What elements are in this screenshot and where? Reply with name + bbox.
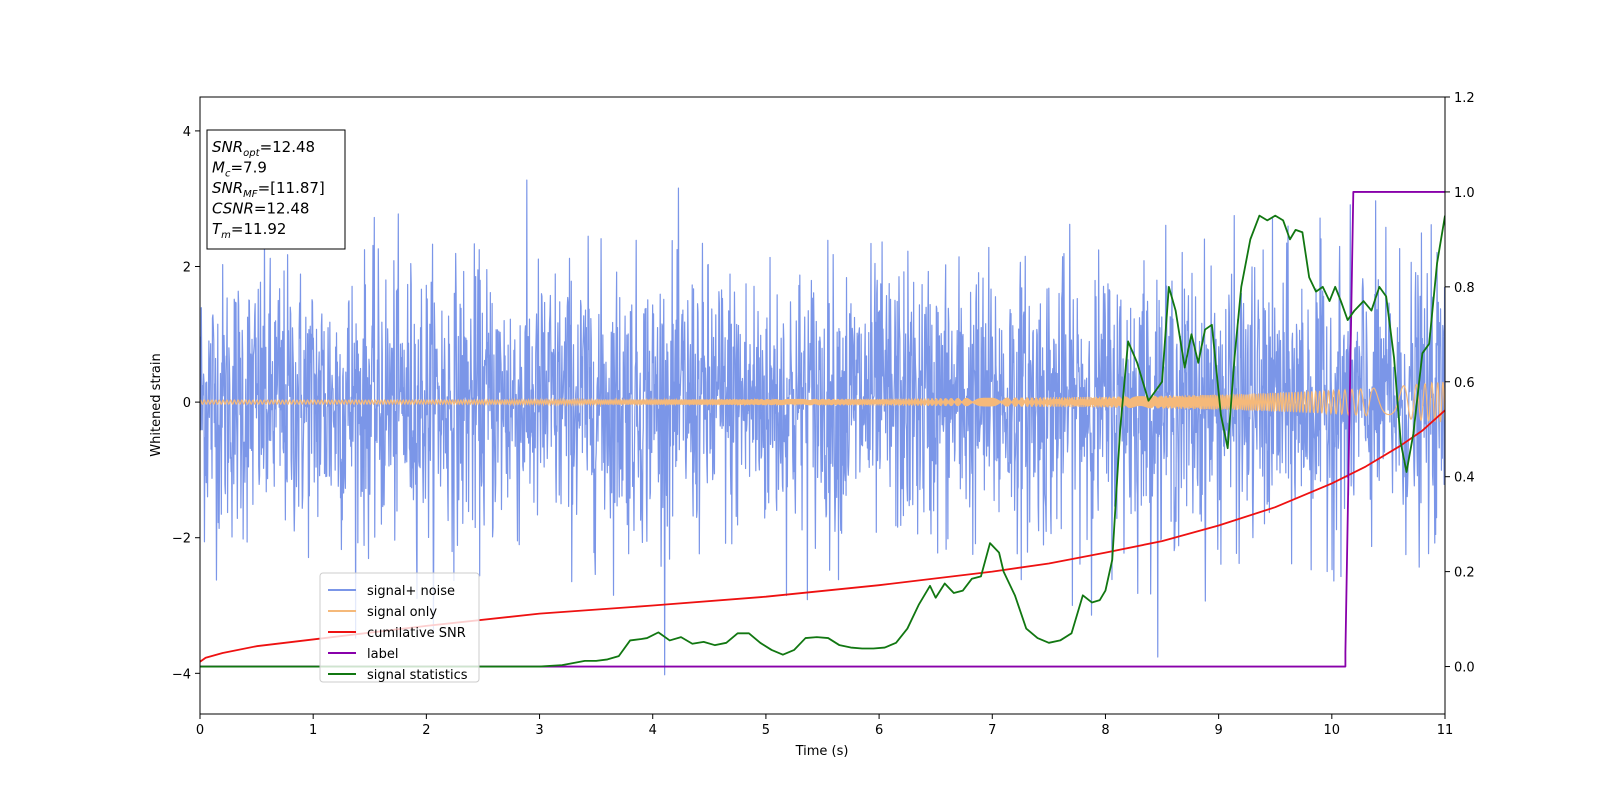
info-line: Tm=11.92 — [212, 220, 286, 241]
x-tick-label: 3 — [535, 723, 543, 738]
info-box: SNRopt=12.48Mc=7.9SNRMF=[11.87]CSNR=12.4… — [206, 129, 346, 250]
x-axis-label: Time (s) — [795, 744, 849, 759]
info-line-value: =7.9 — [230, 159, 266, 177]
y-left-tick-label: −2 — [172, 532, 191, 547]
info-line-value: =12.48 — [260, 138, 316, 156]
y-right-tick-label: 0.8 — [1454, 281, 1475, 296]
y-left-tick-label: −4 — [172, 667, 191, 682]
series-label-line — [200, 191, 1445, 668]
series-signal-only-line — [200, 381, 1445, 423]
x-tick-label: 1 — [309, 723, 317, 738]
series-cumilative-snr-line — [200, 409, 1445, 663]
x-tick-label: 7 — [988, 723, 996, 738]
x-tick-label: 6 — [875, 723, 883, 738]
y-right-tick-label: 0.6 — [1454, 376, 1475, 391]
y-axis-label: Whitened strain — [149, 353, 164, 456]
x-axis: 0 1 2 3 4 5 6 7 8 9 10 11 — [196, 714, 1453, 738]
legend-label-signal-noise: signal+ noise — [367, 584, 455, 599]
legend-label-signal-only: signal only — [367, 605, 437, 620]
legend-label-cumilative-snr: cumilative SNR — [367, 626, 466, 641]
x-tick-label: 0 — [196, 723, 204, 738]
x-tick-label: 4 — [649, 723, 657, 738]
plot-frame — [199, 96, 1446, 715]
y-left-tick-label: 2 — [183, 261, 191, 276]
info-line-symbol: SNR — [212, 179, 243, 197]
info-line-subscript: c — [225, 169, 231, 180]
info-line: CSNR=12.48 — [212, 200, 309, 218]
info-line-subscript: m — [221, 230, 231, 241]
legend-label-label: label — [367, 647, 398, 662]
info-line-symbol: CSNR — [212, 200, 254, 218]
y-right-tick-label: 0.4 — [1454, 471, 1475, 486]
y-right-tick-label: 0.0 — [1454, 661, 1475, 676]
plot-area — [199, 96, 1446, 715]
legend-label-signal-statistics: signal statistics — [367, 668, 468, 683]
x-tick-label: 5 — [762, 723, 770, 738]
y-right-tick-label: 1.2 — [1454, 91, 1475, 106]
info-line-symbol: M — [212, 159, 225, 177]
info-line-value: =[11.87] — [258, 179, 325, 197]
info-line-value: =11.92 — [231, 220, 287, 238]
y-left-tick-label: 4 — [183, 125, 191, 140]
x-tick-label: 8 — [1101, 723, 1109, 738]
x-tick-label: 9 — [1214, 723, 1222, 738]
x-tick-label: 2 — [422, 723, 430, 738]
info-line-symbol: T — [212, 220, 223, 238]
x-tick-label: 11 — [1437, 723, 1454, 738]
legend: signal+ noise signal only cumilative SNR la… — [319, 572, 480, 683]
info-line-subscript: MF — [243, 189, 258, 200]
x-tick-label: 10 — [1324, 723, 1341, 738]
series-signal-statistics-line — [200, 214, 1445, 668]
info-line: SNRopt=12.48 — [212, 138, 315, 159]
y-right-tick-label: 1.0 — [1454, 186, 1475, 201]
info-line: SNRMF=[11.87] — [212, 179, 325, 200]
info-line: Mc=7.9 — [212, 159, 267, 180]
y-axis-left: −4 −2 0 2 4 — [172, 125, 200, 682]
info-box-frame — [206, 129, 346, 250]
legend-frame — [319, 572, 480, 683]
y-axis-right: 0.0 0.2 0.4 0.6 0.8 1.0 1.2 — [1445, 91, 1475, 676]
info-line-value: =12.48 — [254, 200, 310, 218]
info-line-subscript: opt — [243, 148, 260, 159]
y-right-tick-label: 0.2 — [1454, 566, 1475, 581]
series-layer — [200, 179, 1445, 676]
info-line-symbol: SNR — [212, 138, 243, 156]
y-left-tick-label: 0 — [183, 396, 191, 411]
